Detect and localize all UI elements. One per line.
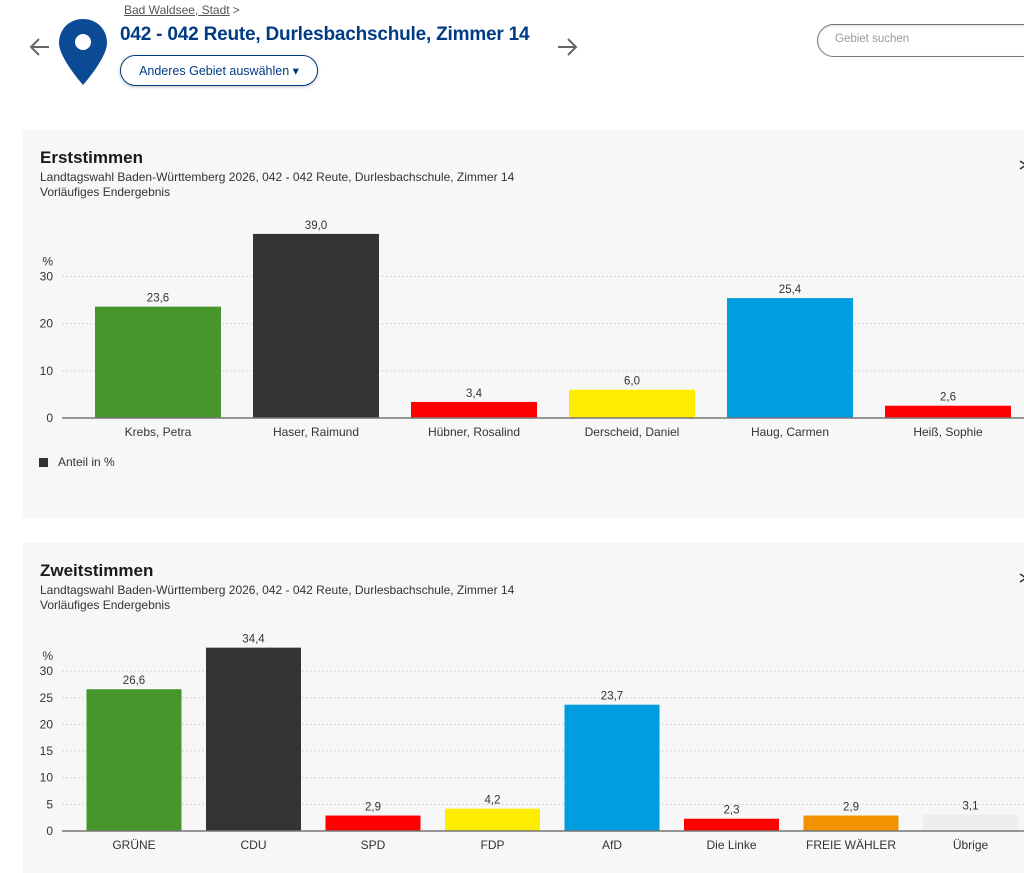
chart-status: Vorläufiges Endergebnis [40, 598, 171, 612]
data-label: 2,9 [365, 802, 381, 814]
bar [445, 808, 540, 831]
map-pin-icon [58, 18, 108, 86]
bar [885, 405, 1011, 418]
x-tick-label: Krebs, Petra [125, 425, 192, 439]
y-tick-label: 20 [40, 317, 54, 331]
y-tick-label: 25 [40, 691, 54, 705]
page-header: Bad Waldsee, Stadt > 042 - 042 Reute, Dur… [0, 0, 1024, 100]
data-label: 6,0 [624, 376, 640, 388]
breadcrumb-separator: > [232, 3, 240, 17]
y-tick-label: 10 [40, 771, 54, 785]
chart-title: Zweitstimmen [40, 561, 154, 580]
select-area-button[interactable]: Anderes Gebiet auswählen ▾ [120, 55, 318, 86]
y-tick-label: 0 [46, 411, 53, 425]
bar [727, 298, 853, 418]
data-label: 26,6 [123, 675, 145, 687]
erststimmen-panel: Erststimmen Landtagswahl Baden-Württembe… [23, 130, 1024, 518]
legend-label: Anteil in % [58, 455, 115, 469]
data-label: 23,7 [601, 691, 623, 703]
zweitstimmen-panel: Zweitstimmen Landtagswahl Baden-Württemb… [23, 543, 1024, 873]
data-label: 3,1 [963, 800, 979, 812]
chart-title: Erststimmen [40, 148, 143, 167]
bar [253, 233, 379, 418]
x-tick-label: FDP [481, 838, 505, 852]
x-tick-label: Haser, Raimund [273, 425, 359, 439]
page-title: 042 - 042 Reute, Durlesbachschule, Zimme… [120, 24, 530, 45]
chart-subtitle: Landtagswahl Baden-Württemberg 2026, 042… [40, 170, 515, 184]
y-tick-label: 5 [46, 797, 53, 811]
x-tick-label: SPD [361, 838, 386, 852]
chart-menu-icon[interactable] [1019, 158, 1024, 172]
bar [569, 389, 695, 418]
bar [684, 818, 779, 831]
y-tick-label: 10 [40, 364, 54, 378]
y-tick-label: 30 [40, 664, 54, 678]
search-field[interactable] [817, 24, 1024, 57]
x-tick-label: GRÜNE [112, 838, 155, 852]
x-tick-label: Die Linke [706, 838, 756, 852]
bar [206, 647, 301, 831]
y-axis-label: % [42, 254, 53, 268]
erststimmen-bar-chart: 0 10 20 30% 23,6 Krebs, Petra 39,0 Haser, Raimu… [40, 220, 1024, 439]
data-label: 4,2 [485, 795, 501, 807]
x-tick-label: FREIE WÄHLER [806, 838, 896, 852]
chart-subtitle: Landtagswahl Baden-Württemberg 2026, 042… [40, 583, 515, 597]
bar [86, 689, 182, 831]
chart-menu-icon[interactable] [1019, 571, 1024, 585]
x-tick-label: Hübner, Rosalind [428, 425, 520, 439]
breadcrumb: Bad Waldsee, Stadt > [124, 3, 240, 17]
zweitstimmen-bar-chart: 0 5 10 15 20 25 30% 26,6 GRÜNE 34,4 CDU 2,9 SPD 4,2 FD… [40, 634, 1024, 852]
bar [95, 306, 221, 418]
x-tick-label: AfD [602, 838, 622, 852]
x-tick-label: Heiß, Sophie [913, 425, 983, 439]
data-label: 23,6 [147, 293, 169, 305]
bar [923, 814, 1018, 831]
search-input[interactable] [833, 32, 1017, 46]
bar [325, 815, 421, 831]
bar [411, 401, 537, 418]
arrow-right-icon[interactable] [554, 34, 580, 60]
breadcrumb-link-parent[interactable]: Bad Waldsee, Stadt [124, 3, 230, 17]
x-tick-label: Derscheid, Daniel [585, 425, 680, 439]
y-tick-label: 15 [40, 744, 54, 758]
x-tick-label: CDU [241, 838, 267, 852]
data-label: 3,4 [466, 388, 483, 400]
y-tick-label: 30 [40, 269, 54, 283]
y-tick-label: 20 [40, 717, 54, 731]
data-label: 2,9 [843, 802, 859, 814]
data-label: 2,6 [940, 392, 956, 404]
data-label: 34,4 [242, 634, 265, 646]
y-axis-label: % [42, 649, 53, 663]
chart-legend[interactable]: Anteil in % [39, 455, 115, 469]
data-label: 2,3 [724, 805, 740, 817]
y-tick-label: 0 [46, 824, 53, 838]
arrow-left-icon[interactable] [27, 34, 53, 60]
chart-status: Vorläufiges Endergebnis [40, 185, 171, 199]
data-label: 39,0 [305, 220, 327, 232]
bar [803, 815, 899, 831]
x-tick-label: Haug, Carmen [751, 425, 829, 439]
data-label: 25,4 [779, 284, 802, 296]
legend-swatch [39, 457, 48, 467]
x-tick-label: Übrige [953, 838, 989, 852]
bar [564, 704, 660, 831]
